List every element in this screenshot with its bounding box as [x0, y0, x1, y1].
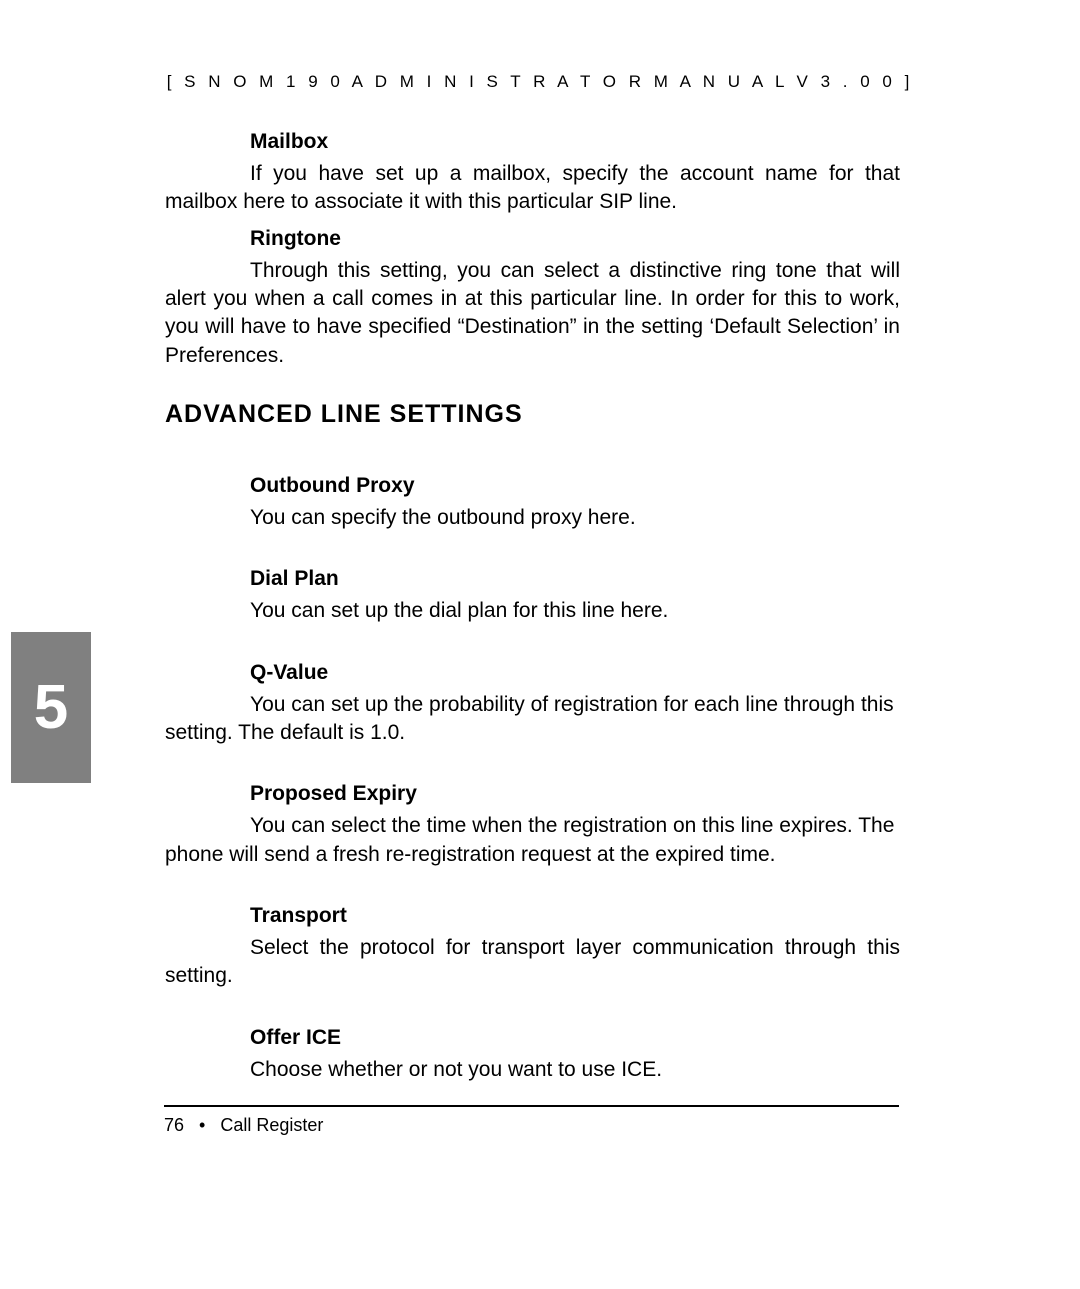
para-transport: Select the protocol for transport layer … [165, 934, 900, 991]
subhead-proposed-expiry: Proposed Expiry [250, 782, 900, 806]
page-content: Mailbox If you have set up a mailbox, sp… [165, 120, 900, 1084]
manual-page: [ S N O M 1 9 0 A D M I N I S T R A T O … [0, 0, 1080, 1289]
page-number: 76 [164, 1115, 184, 1135]
text-ringtone: Through this setting, you can select a d… [165, 259, 900, 367]
text-dial-plan: You can set up the dial plan for this li… [250, 599, 668, 622]
subhead-ringtone: Ringtone [250, 227, 900, 251]
subhead-offer-ice: Offer ICE [250, 1026, 900, 1050]
para-ringtone: Through this setting, you can select a d… [165, 257, 900, 370]
para-q-value: You can set up the probability of regist… [165, 691, 900, 748]
chapter-tab: 5 [11, 632, 91, 783]
subhead-transport: Transport [250, 904, 900, 928]
subhead-dial-plan: Dial Plan [250, 567, 900, 591]
text-outbound-proxy: You can specify the outbound proxy here. [250, 506, 636, 529]
subhead-q-value: Q-Value [250, 661, 900, 685]
text-mailbox: If you have set up a mailbox, specify th… [165, 162, 900, 213]
page-footer: 76 • Call Register [164, 1115, 323, 1136]
subhead-mailbox: Mailbox [250, 130, 900, 154]
section-title-advanced: ADVANCED LINE SETTINGS [165, 400, 900, 429]
para-proposed-expiry: You can select the time when the registr… [165, 812, 900, 869]
text-transport: Select the protocol for transport layer … [165, 936, 900, 987]
text-proposed-expiry: You can select the time when the registr… [165, 814, 894, 865]
para-dial-plan: You can set up the dial plan for this li… [165, 597, 900, 625]
footer-rule [164, 1105, 899, 1107]
subhead-outbound-proxy: Outbound Proxy [250, 474, 900, 498]
para-outbound-proxy: You can specify the outbound proxy here. [165, 504, 900, 532]
text-offer-ice: Choose whether or not you want to use IC… [250, 1058, 662, 1081]
page-header: [ S N O M 1 9 0 A D M I N I S T R A T O … [0, 72, 1080, 92]
text-q-value: You can set up the probability of regist… [165, 693, 894, 744]
footer-section-name: Call Register [220, 1115, 323, 1135]
footer-bullet: • [199, 1115, 205, 1136]
para-mailbox: If you have set up a mailbox, specify th… [165, 160, 900, 217]
para-offer-ice: Choose whether or not you want to use IC… [165, 1056, 900, 1084]
